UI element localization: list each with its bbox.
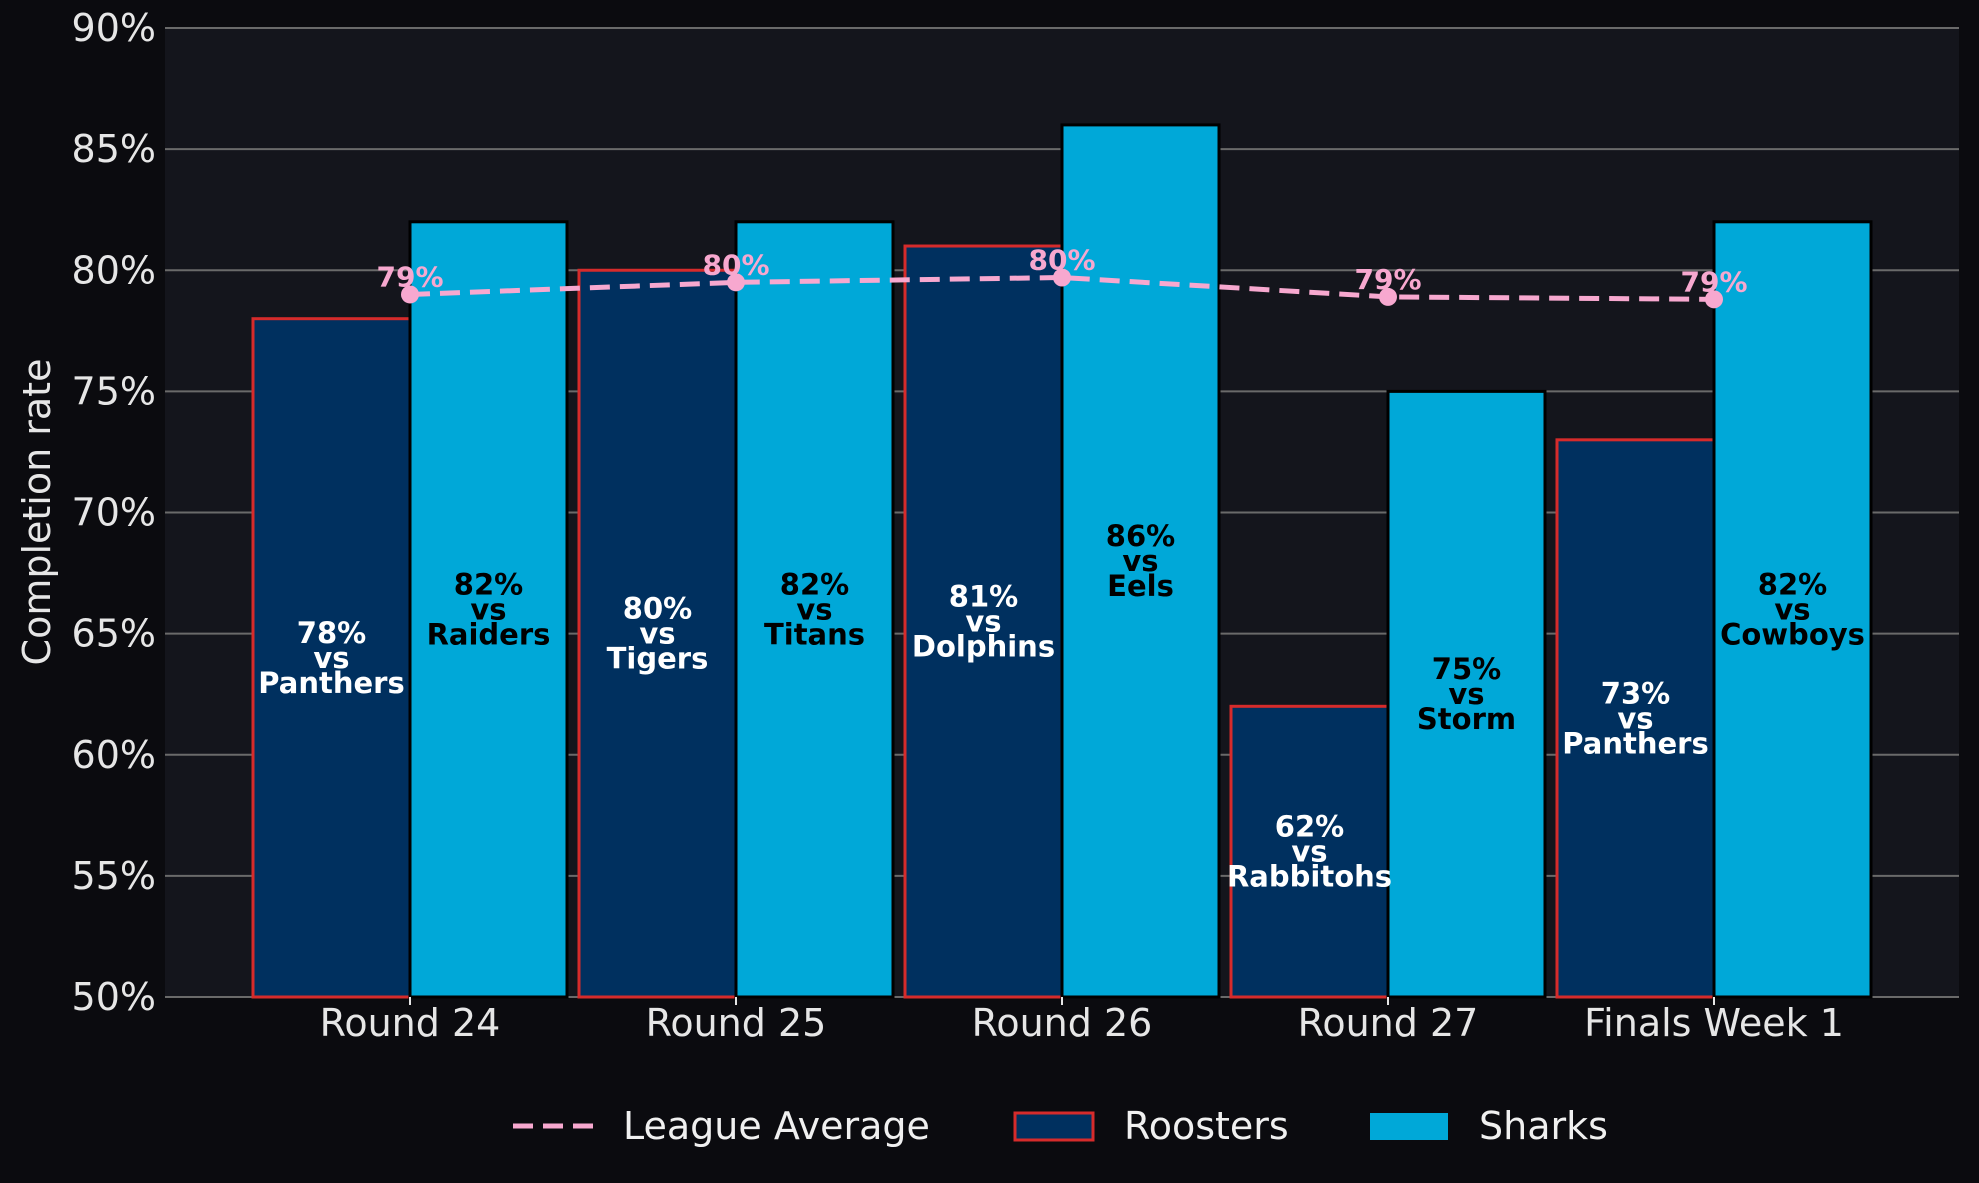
- bar-sharks: [1712, 220, 1873, 999]
- bar-roosters: [903, 244, 1064, 999]
- y-axis-ticks: 50% 55% 60% 65% 70% 75% 80% 85% 90%: [72, 6, 156, 1019]
- legend-label-sharks: Sharks: [1479, 1104, 1608, 1148]
- y-tick-label: 80%: [72, 248, 156, 292]
- bar-label-line: vs: [470, 592, 506, 626]
- bar-label-line: 73%: [1601, 676, 1670, 710]
- bar-label-line: 82%: [454, 567, 523, 601]
- legend-swatch-roosters: [1013, 1111, 1095, 1142]
- league-average-point: [1053, 268, 1071, 287]
- legend-label-league-average: League Average: [623, 1104, 930, 1148]
- y-tick-label: 65%: [72, 612, 156, 656]
- bar-label-line: Eels: [1107, 569, 1174, 603]
- x-axis-ticks: Round 24 Round 25 Round 26 Round 27 Finals W…: [320, 997, 1844, 1045]
- y-tick-label: 75%: [72, 369, 156, 413]
- bar-label-line: 78%: [297, 616, 366, 650]
- bar-label-line: vs: [639, 617, 675, 651]
- bar-value-label: 78% vs Panthers: [258, 616, 404, 700]
- legend-label-roosters: Roosters: [1124, 1104, 1289, 1148]
- y-tick-label: 85%: [72, 127, 156, 171]
- bar-label-line: vs: [1617, 701, 1653, 735]
- league-average-line: 79% 80% 80% 79% 79%: [376, 244, 1748, 309]
- bar-roosters: [1555, 438, 1716, 999]
- bar-label-line: 75%: [1432, 652, 1501, 686]
- bar-value-label: 82% vs Raiders: [427, 567, 551, 651]
- bar-roosters: [251, 317, 412, 999]
- x-tick-label: Round 24: [320, 1001, 501, 1045]
- bar-roosters: [1229, 704, 1390, 999]
- league-average-label: 79%: [376, 260, 443, 293]
- league-average-label: 79%: [1680, 265, 1747, 298]
- bar-label-line: vs: [1774, 592, 1810, 626]
- y-tick-label: 90%: [72, 6, 156, 50]
- bar-sharks: [1386, 389, 1547, 999]
- bar-sharks: [734, 220, 895, 999]
- bar-value-label: 62% vs Rabbitohs: [1227, 810, 1392, 894]
- league-average-path: [409, 275, 1715, 302]
- bar-value-label: 80% vs Tigers: [607, 592, 709, 676]
- bar-label-line: vs: [313, 641, 349, 675]
- y-tick-label: 60%: [72, 733, 156, 777]
- bar-value-label: 82% vs Titans: [764, 567, 865, 651]
- bar-value-label: 81% vs Dolphins: [912, 580, 1055, 664]
- y-axis-title: Completion rate: [15, 359, 59, 666]
- bar-label-line: 86%: [1106, 519, 1175, 553]
- x-tick-label: Round 27: [1298, 1001, 1479, 1045]
- bar-label-line: 82%: [1758, 567, 1827, 601]
- bar-label-line: Tigers: [607, 642, 709, 676]
- bar-value-label: 75% vs Storm: [1417, 652, 1516, 736]
- y-tick-label: 50%: [72, 975, 156, 1019]
- league-average-point: [1705, 290, 1723, 309]
- bar-label-line: vs: [796, 592, 832, 626]
- league-average-point: [727, 273, 745, 292]
- league-average-label: 80%: [702, 248, 769, 281]
- y-tick-label: 55%: [72, 854, 156, 898]
- bar-label-line: Panthers: [1562, 726, 1708, 760]
- bar-value-label: 82% vs Cowboys: [1720, 567, 1865, 651]
- league-average-point: [1379, 287, 1397, 306]
- bar-label-line: vs: [1291, 835, 1327, 869]
- legend-swatch-sharks: [1370, 1113, 1448, 1140]
- bar-label-line: vs: [965, 605, 1001, 639]
- legend: League Average Roosters Sharks: [513, 1104, 1608, 1148]
- league-average-label: 79%: [1354, 263, 1421, 296]
- x-tick-label: Round 25: [646, 1001, 827, 1045]
- bar-label-line: 80%: [623, 592, 692, 626]
- bar-sharks: [1060, 123, 1221, 999]
- bar-label-line: 62%: [1275, 810, 1344, 844]
- bar-label-line: 81%: [949, 580, 1018, 614]
- league-average-label: 80%: [1028, 244, 1095, 277]
- bar-label-line: vs: [1122, 544, 1158, 578]
- league-average-point: [401, 285, 419, 304]
- bar-label-line: Rabbitohs: [1227, 860, 1392, 894]
- bar-sharks: [408, 220, 569, 999]
- x-tick-label: Finals Week 1: [1584, 1001, 1844, 1045]
- bars: [251, 123, 1873, 999]
- bar-label-line: Dolphins: [912, 630, 1055, 664]
- bar-label-line: Panthers: [258, 666, 404, 700]
- bar-label-line: vs: [1448, 677, 1484, 711]
- bar-value-label: 73% vs Panthers: [1562, 676, 1708, 760]
- bar-label-line: 82%: [780, 567, 849, 601]
- x-tick-label: Round 26: [972, 1001, 1153, 1045]
- bar-label-line: Titans: [764, 617, 865, 651]
- bar-label-line: Storm: [1417, 702, 1516, 736]
- bar-label-line: Raiders: [427, 617, 551, 651]
- bar-label-line: Cowboys: [1720, 617, 1865, 651]
- y-tick-label: 70%: [72, 491, 156, 535]
- bar-value-label: 86% vs Eels: [1106, 519, 1175, 603]
